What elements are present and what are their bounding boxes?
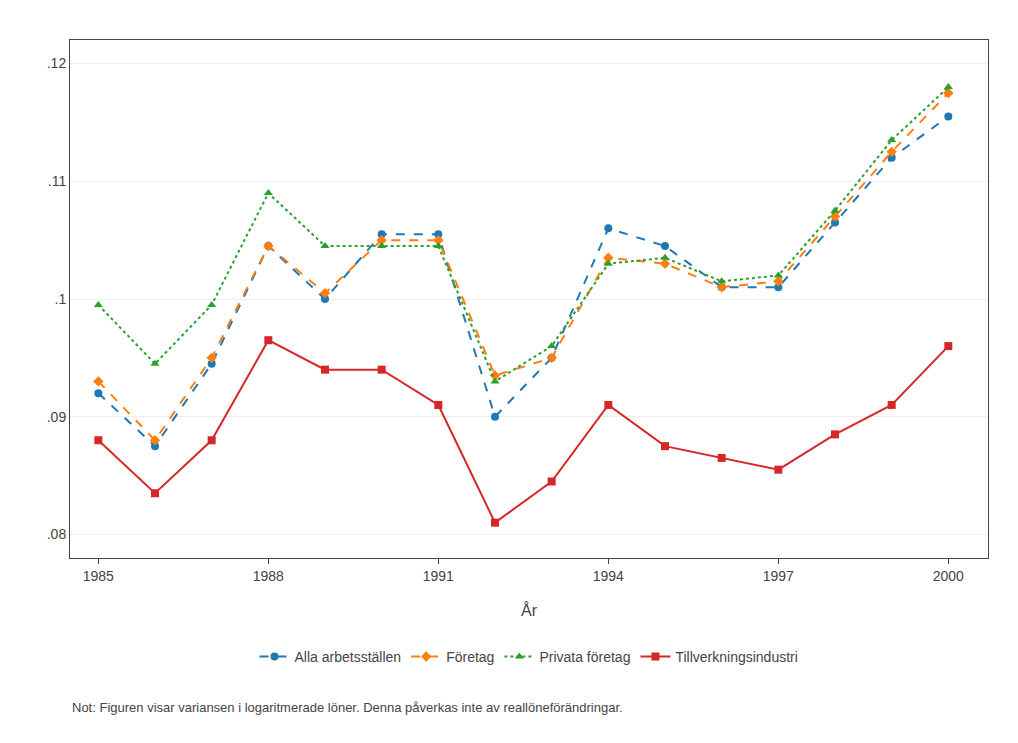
svg-text:.08: .08 (47, 526, 67, 542)
svg-text:Privata företag: Privata företag (539, 649, 630, 665)
svg-text:.12: .12 (47, 55, 67, 71)
svg-text:Tillverkningsindustri: Tillverkningsindustri (675, 649, 797, 665)
svg-text:1997: 1997 (763, 568, 794, 584)
svg-text:År: År (521, 601, 538, 619)
svg-text:Alla arbetsställen: Alla arbetsställen (295, 649, 402, 665)
svg-text:Företag: Företag (446, 649, 494, 665)
svg-text:1994: 1994 (593, 568, 624, 584)
svg-text:.11: .11 (48, 173, 67, 189)
svg-text:Not: Figuren visar variansen i: Not: Figuren visar variansen i logaritme… (72, 700, 623, 715)
svg-text:.1: .1 (55, 291, 67, 307)
svg-text:1988: 1988 (253, 568, 284, 584)
svg-text:.09: .09 (47, 409, 67, 425)
svg-text:1991: 1991 (423, 568, 454, 584)
svg-text:2000: 2000 (933, 568, 964, 584)
svg-text:1985: 1985 (83, 568, 114, 584)
